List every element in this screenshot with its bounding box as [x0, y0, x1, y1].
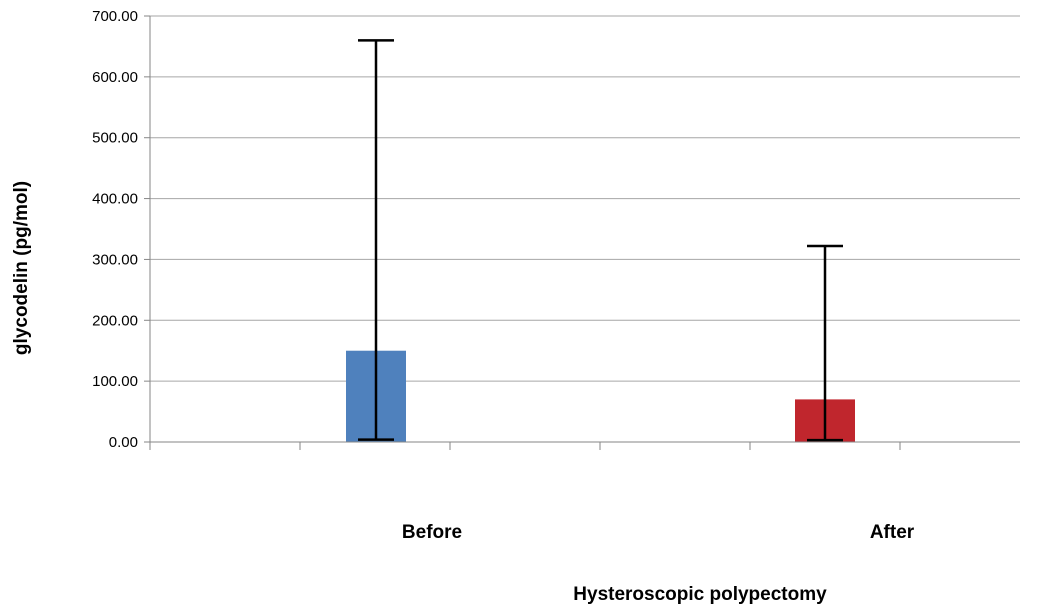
y-tick-label: 300.00 [92, 251, 138, 268]
y-tick-label: 400.00 [92, 191, 138, 208]
grid-lines [150, 15, 1020, 382]
y-tick-label: 700.00 [92, 8, 138, 25]
x-axis-title: Hysteroscopic polypectomy [573, 584, 827, 605]
x-axis-category-labels: Before After [402, 522, 915, 543]
y-tick-label: 500.00 [92, 130, 138, 147]
y-tick-label: 100.00 [92, 373, 138, 390]
x-tick-label: Before [402, 522, 462, 543]
y-tick-label: 600.00 [92, 69, 138, 86]
x-axis [149, 441, 1020, 450]
y-axis-title: glycodelin (pg/mol) [11, 181, 32, 355]
y-tick-label: 0.00 [109, 434, 138, 451]
bars [346, 350, 855, 442]
y-tick-label: 200.00 [92, 312, 138, 329]
y-axis-ticks: 0.00 100.00 200.00 300.00 400.00 500.00 600.00… [92, 8, 151, 451]
error-bars [358, 39, 843, 442]
x-tick-label: After [870, 522, 915, 543]
